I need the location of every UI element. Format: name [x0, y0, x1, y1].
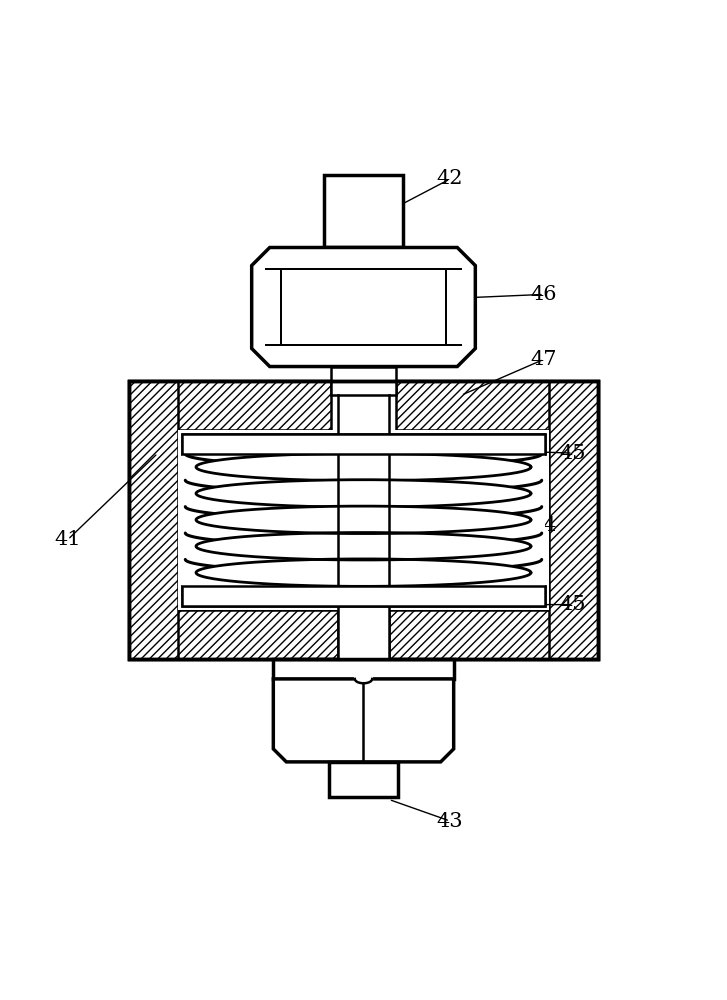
Bar	[273, 659, 454, 679]
Polygon shape	[273, 679, 454, 762]
Bar	[396, 381, 598, 430]
Bar	[337, 606, 390, 659]
Polygon shape	[196, 533, 531, 560]
Bar	[182, 586, 545, 606]
Bar	[129, 381, 598, 659]
Bar	[182, 586, 545, 606]
Bar	[129, 381, 178, 659]
Text: 43: 43	[437, 812, 463, 831]
Polygon shape	[196, 480, 531, 507]
Polygon shape	[252, 247, 475, 367]
Text: 47: 47	[531, 350, 557, 369]
Bar	[182, 434, 545, 454]
Bar	[178, 430, 549, 610]
Polygon shape	[196, 453, 531, 481]
Polygon shape	[196, 506, 531, 534]
Bar	[129, 381, 598, 659]
Bar	[129, 381, 331, 430]
Bar	[129, 381, 598, 659]
Bar	[390, 610, 598, 659]
Text: 41: 41	[55, 530, 81, 549]
Text: 45: 45	[560, 444, 586, 463]
Text: 46: 46	[531, 285, 557, 304]
Bar	[549, 381, 598, 659]
Polygon shape	[196, 559, 531, 586]
Text: 42: 42	[437, 169, 463, 188]
Bar	[129, 610, 337, 659]
Text: 45: 45	[560, 595, 586, 614]
Bar	[182, 434, 545, 454]
Bar	[324, 175, 403, 247]
Bar	[329, 762, 398, 797]
Bar	[331, 367, 396, 395]
Text: 44: 44	[531, 516, 557, 535]
Bar	[182, 454, 545, 586]
